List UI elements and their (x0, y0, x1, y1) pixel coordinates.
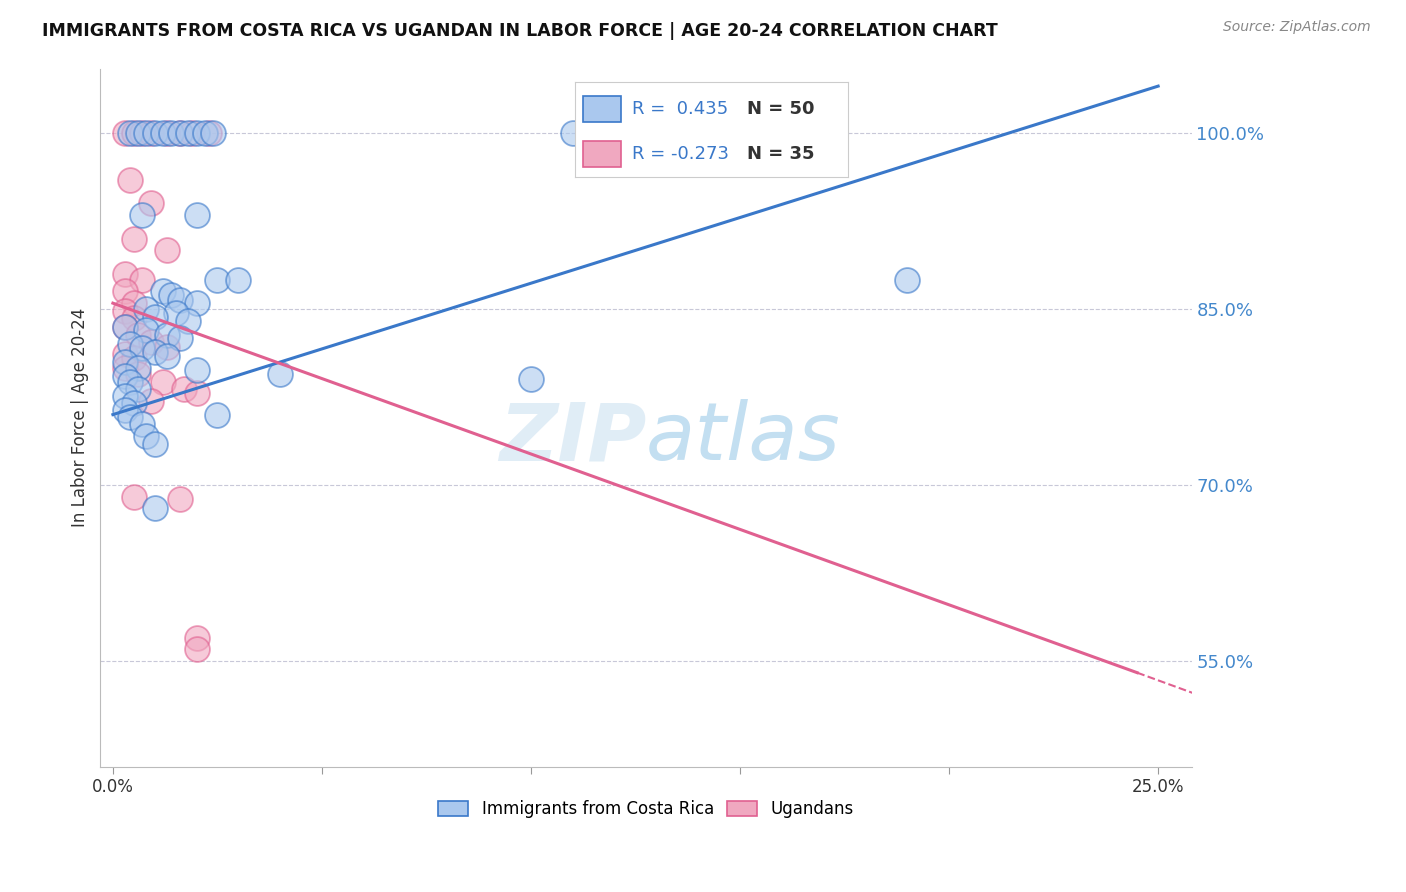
Point (165, 305, 187, 319)
Point (177, 314, 200, 328)
Point (122, 351, 145, 366)
Point (173, 382, 195, 396)
Point (131, 126, 153, 140)
Point (127, 126, 149, 140)
Point (143, 126, 166, 140)
Point (143, 437, 166, 451)
Point (114, 368, 136, 383)
Point (114, 267, 136, 281)
Point (122, 232, 145, 246)
Point (561, 126, 583, 140)
Point (160, 288, 183, 302)
Point (186, 386, 208, 401)
Point (127, 327, 149, 342)
Point (135, 428, 157, 442)
Point (135, 301, 157, 316)
Point (127, 382, 149, 396)
Point (207, 273, 229, 287)
Point (198, 126, 221, 140)
Point (520, 372, 543, 386)
Point (114, 304, 136, 318)
Point (114, 355, 136, 369)
Point (118, 409, 141, 424)
Point (177, 126, 200, 140)
Point (143, 310, 166, 325)
Text: Source: ZipAtlas.com: Source: ZipAtlas.com (1223, 20, 1371, 34)
Point (156, 340, 179, 354)
Point (131, 417, 153, 431)
Point (156, 327, 179, 342)
Point (152, 375, 174, 389)
Point (181, 126, 204, 140)
Point (186, 126, 208, 140)
Point (122, 396, 145, 410)
Point (169, 492, 191, 507)
Point (228, 273, 250, 287)
Point (169, 126, 191, 140)
Point (896, 273, 918, 287)
Point (139, 334, 162, 349)
Point (186, 208, 208, 222)
Point (202, 126, 225, 140)
Point (152, 126, 174, 140)
Point (122, 490, 145, 504)
Point (135, 323, 157, 337)
Point (122, 296, 145, 310)
Point (160, 126, 183, 140)
Point (122, 311, 145, 326)
Point (131, 273, 153, 287)
Point (118, 337, 141, 351)
Text: atlas: atlas (645, 400, 841, 477)
Point (114, 360, 136, 375)
Point (127, 360, 149, 375)
Point (135, 126, 157, 140)
Point (114, 285, 136, 299)
Point (139, 126, 162, 140)
Point (169, 331, 191, 345)
Point (114, 346, 136, 360)
Point (152, 285, 174, 299)
Point (127, 367, 149, 381)
Text: ZIP: ZIP (499, 400, 645, 477)
Point (169, 293, 191, 307)
Point (156, 126, 179, 140)
Point (156, 244, 179, 258)
Point (169, 126, 191, 140)
Point (207, 408, 229, 422)
Point (139, 393, 162, 408)
Point (114, 126, 136, 140)
Point (194, 126, 217, 140)
Text: IMMIGRANTS FROM COSTA RICA VS UGANDAN IN LABOR FORCE | AGE 20-24 CORRELATION CHA: IMMIGRANTS FROM COSTA RICA VS UGANDAN IN… (42, 22, 998, 40)
Point (143, 345, 166, 359)
Point (186, 296, 208, 310)
Point (131, 341, 153, 355)
Point (114, 403, 136, 417)
Point (186, 642, 208, 657)
Point (122, 126, 145, 140)
Point (269, 367, 291, 381)
Point (118, 375, 141, 389)
Point (114, 389, 136, 403)
Point (114, 319, 136, 334)
Y-axis label: In Labor Force | Age 20-24: In Labor Force | Age 20-24 (72, 308, 89, 527)
Point (139, 196, 162, 211)
Point (114, 319, 136, 334)
Point (156, 349, 179, 363)
Point (186, 363, 208, 377)
Point (118, 126, 141, 140)
Point (118, 173, 141, 187)
Point (186, 631, 208, 645)
Legend: Immigrants from Costa Rica, Ugandans: Immigrants from Costa Rica, Ugandans (432, 793, 860, 824)
Point (131, 208, 153, 222)
Point (143, 501, 166, 516)
